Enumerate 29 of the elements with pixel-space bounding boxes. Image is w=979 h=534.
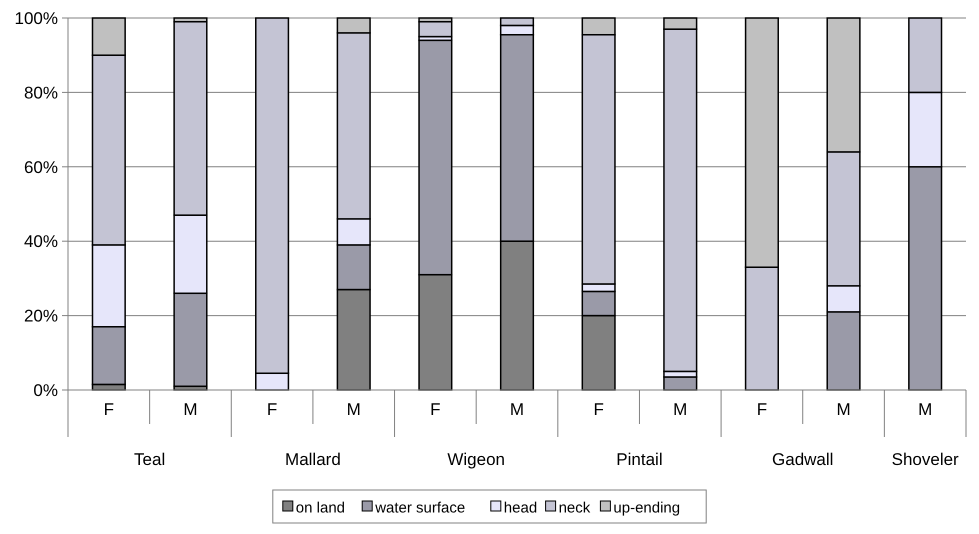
- x-tick-label: M: [673, 400, 688, 419]
- legend-label: on land: [296, 499, 346, 516]
- y-tick-label: 20%: [24, 306, 58, 326]
- x-tick-label: F: [104, 400, 114, 419]
- y-tick-label: 40%: [24, 232, 58, 252]
- text: Gadwall: [772, 450, 834, 469]
- y-tick-label: 0%: [33, 380, 58, 400]
- y-tick-label: 60%: [24, 158, 58, 177]
- x-tick-label: M: [836, 400, 851, 419]
- bar: [418, 20, 452, 38]
- x-tick-label: M: [918, 400, 932, 419]
- legend-label: neck: [558, 499, 591, 516]
- x-tick-label: M: [346, 400, 361, 419]
- legend-label: head: [504, 499, 538, 516]
- x-tick-label: F: [430, 400, 441, 419]
- legend-label: up-ending: [613, 499, 680, 516]
- y-tick-label: 100%: [14, 8, 58, 28]
- text: Wigeon: [447, 450, 505, 469]
- text: Mallard: [285, 450, 341, 469]
- x-tick-label: F: [593, 400, 604, 419]
- text: Pintail: [616, 450, 663, 469]
- x-tick-label: F: [266, 400, 278, 419]
- x-tick-label: F: [756, 400, 768, 419]
- text: Shoveler: [892, 450, 960, 469]
- legend-label: water surface: [374, 499, 466, 516]
- x-tick-label: M: [510, 400, 524, 419]
- text: Teal: [134, 450, 166, 469]
- y-tick-label: 80%: [24, 83, 58, 102]
- x-tick-label: M: [183, 400, 198, 419]
